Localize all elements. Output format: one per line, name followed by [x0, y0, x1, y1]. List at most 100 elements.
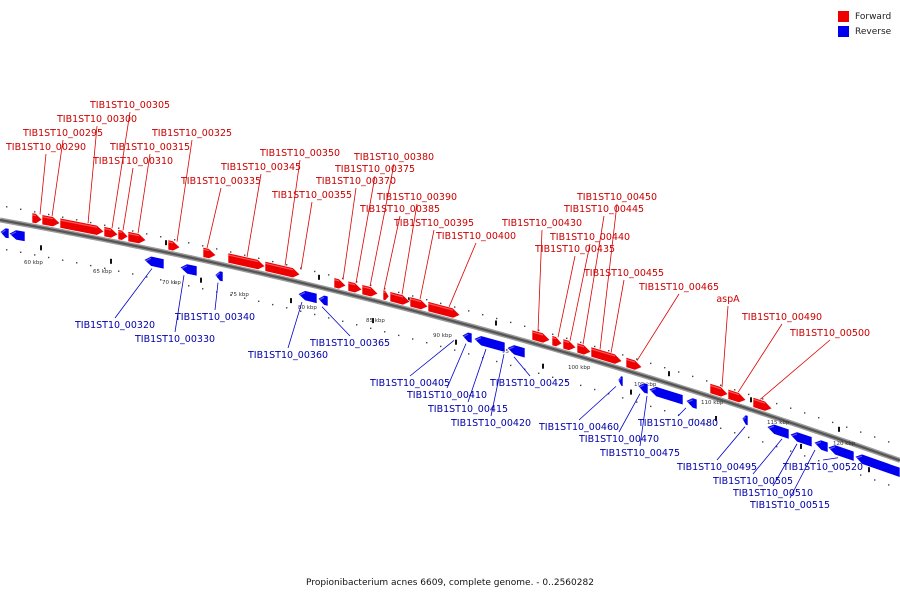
gene-label[interactable]: TIB1ST10_00405 — [369, 378, 450, 389]
forward-gene-arrow[interactable] — [347, 280, 363, 294]
reverse-gene-arrow[interactable] — [741, 414, 749, 427]
forward-gene-arrow[interactable] — [727, 388, 747, 404]
gene-label[interactable]: TIB1ST10_00400 — [435, 231, 516, 242]
gene-label[interactable]: TIB1ST10_00375 — [334, 164, 415, 175]
forward-gene-arrow[interactable] — [427, 301, 461, 319]
gene-label[interactable]: TIB1ST10_00315 — [109, 142, 190, 153]
forward-gene-arrow[interactable] — [167, 239, 181, 252]
gene-label[interactable]: TIB1ST10_00380 — [353, 152, 434, 163]
forward-gene-arrow[interactable] — [117, 229, 129, 241]
reverse-gene-arrow[interactable] — [648, 386, 684, 406]
gene-label[interactable]: TIB1ST10_00475 — [599, 448, 680, 459]
ruler-dot — [244, 254, 246, 256]
gene-label[interactable]: TIB1ST10_00370 — [315, 176, 396, 187]
reverse-gene-arrow[interactable] — [813, 439, 829, 453]
forward-gene-arrow[interactable] — [41, 214, 61, 228]
gene-label[interactable]: TIB1ST10_00335 — [180, 176, 261, 187]
gene-label[interactable]: TIB1ST10_00385 — [359, 204, 440, 215]
gene-label[interactable]: TIB1ST10_00495 — [676, 462, 757, 473]
gene-label[interactable]: TIB1ST10_00350 — [259, 148, 340, 159]
gene-label[interactable]: TIB1ST10_00445 — [563, 204, 644, 215]
gene-label[interactable]: TIB1ST10_00465 — [638, 282, 719, 293]
reverse-gene-arrow[interactable] — [297, 290, 318, 304]
forward-gene-arrow[interactable] — [752, 396, 773, 412]
gene-label[interactable]: TIB1ST10_00330 — [134, 334, 215, 345]
reverse-gene-arrow[interactable] — [179, 263, 198, 277]
reverse-gene-arrow[interactable] — [685, 397, 698, 410]
gene-label[interactable]: TIB1ST10_00355 — [271, 190, 352, 201]
gene-label[interactable]: TIB1ST10_00365 — [309, 338, 390, 349]
reverse-gene-arrow[interactable] — [766, 423, 790, 440]
gene-label[interactable]: TIB1ST10_00420 — [450, 418, 531, 429]
gene-label[interactable]: TIB1ST10_00460 — [538, 422, 619, 433]
reverse-gene-arrow[interactable] — [789, 431, 813, 448]
reverse-gene-arrow[interactable] — [317, 294, 329, 307]
forward-gene-arrow[interactable] — [625, 356, 643, 371]
reverse-gene-arrow[interactable] — [506, 344, 526, 359]
forward-gene-arrow[interactable] — [202, 246, 217, 259]
forward-gene-arrow[interactable] — [382, 289, 390, 301]
ruler-dot — [76, 219, 78, 221]
forward-gene-arrow[interactable] — [576, 342, 592, 356]
tick-label: 60 kbp — [24, 260, 43, 266]
gene-label[interactable]: TIB1ST10_00500 — [789, 328, 870, 339]
reverse-gene-arrow[interactable] — [461, 331, 473, 344]
forward-gene-arrow[interactable] — [103, 226, 119, 239]
forward-gene-arrow[interactable] — [361, 284, 379, 298]
reverse-gene-arrow[interactable] — [143, 255, 165, 270]
gene-label[interactable]: TIB1ST10_00345 — [220, 162, 301, 173]
forward-gene-arrow[interactable] — [59, 217, 105, 236]
forward-gene-arrow[interactable] — [389, 291, 411, 306]
forward-gene-arrow[interactable] — [531, 329, 551, 344]
gene-arrow-highlight — [461, 333, 469, 339]
gene-label[interactable]: TIB1ST10_00310 — [92, 156, 173, 167]
gene-label[interactable]: TIB1ST10_00340 — [174, 312, 255, 323]
reverse-gene-arrow[interactable] — [473, 335, 506, 353]
gene-label[interactable]: aspA — [716, 294, 740, 305]
gene-label[interactable]: TIB1ST10_00430 — [501, 218, 582, 229]
gene-label[interactable]: TIB1ST10_00515 — [749, 500, 830, 511]
gene-label[interactable]: TIB1ST10_00450 — [576, 192, 657, 203]
gene-label[interactable]: TIB1ST10_00425 — [489, 378, 570, 389]
gene-label[interactable]: TIB1ST10_00510 — [732, 488, 813, 499]
gene-label[interactable]: TIB1ST10_00490 — [741, 312, 822, 323]
forward-gene-arrow[interactable] — [264, 260, 301, 279]
gene-label[interactable]: TIB1ST10_00305 — [89, 100, 170, 111]
reverse-gene-arrow[interactable] — [637, 382, 649, 395]
gene-label[interactable]: TIB1ST10_00290 — [5, 142, 86, 153]
gene-label[interactable]: TIB1ST10_00505 — [712, 476, 793, 487]
gene-label[interactable]: TIB1ST10_00395 — [393, 218, 474, 229]
gene-label[interactable]: TIB1ST10_00440 — [549, 232, 630, 243]
forward-gene-arrow[interactable] — [562, 338, 577, 351]
forward-gene-arrow[interactable] — [227, 252, 266, 270]
forward-gene-arrow[interactable] — [127, 231, 147, 245]
forward-gene-arrow[interactable] — [709, 382, 729, 398]
gene-label[interactable]: TIB1ST10_00455 — [583, 268, 664, 279]
gene-label[interactable]: TIB1ST10_00410 — [406, 390, 487, 401]
gene-label[interactable]: TIB1ST10_00295 — [22, 128, 103, 139]
gene-label[interactable]: TIB1ST10_00480 — [637, 418, 718, 429]
reverse-gene-arrow[interactable] — [854, 453, 900, 478]
gene-label[interactable]: TIB1ST10_00300 — [56, 114, 137, 125]
gene-label[interactable]: TIB1ST10_00415 — [427, 404, 508, 415]
forward-gene-arrow[interactable] — [551, 335, 563, 348]
gene-label[interactable]: TIB1ST10_00360 — [247, 350, 328, 361]
reverse-gene-arrow[interactable] — [8, 229, 26, 242]
tick-mark — [495, 320, 497, 326]
legend-item-forward: Forward — [838, 9, 891, 24]
gene-label[interactable]: TIB1ST10_00435 — [534, 244, 615, 255]
gene-label[interactable]: TIB1ST10_00325 — [151, 128, 232, 139]
forward-gene-arrow[interactable] — [590, 346, 623, 365]
reverse-gene-arrow[interactable] — [617, 375, 624, 387]
forward-gene-arrow[interactable] — [31, 212, 43, 224]
gene-label[interactable]: TIB1ST10_00470 — [578, 434, 659, 445]
reverse-gene-arrow[interactable] — [827, 444, 855, 462]
forward-gene-arrow[interactable] — [409, 296, 429, 311]
gene-label[interactable]: TIB1ST10_00320 — [74, 320, 155, 331]
forward-gene-arrow[interactable] — [333, 277, 347, 290]
ruler-dot — [90, 221, 92, 224]
gene-label[interactable]: TIB1ST10_00390 — [376, 192, 457, 203]
reverse-gene-arrow[interactable] — [214, 270, 224, 283]
gene-arrow-highlight — [617, 377, 622, 383]
gene-label[interactable]: TIB1ST10_00520 — [782, 462, 863, 473]
